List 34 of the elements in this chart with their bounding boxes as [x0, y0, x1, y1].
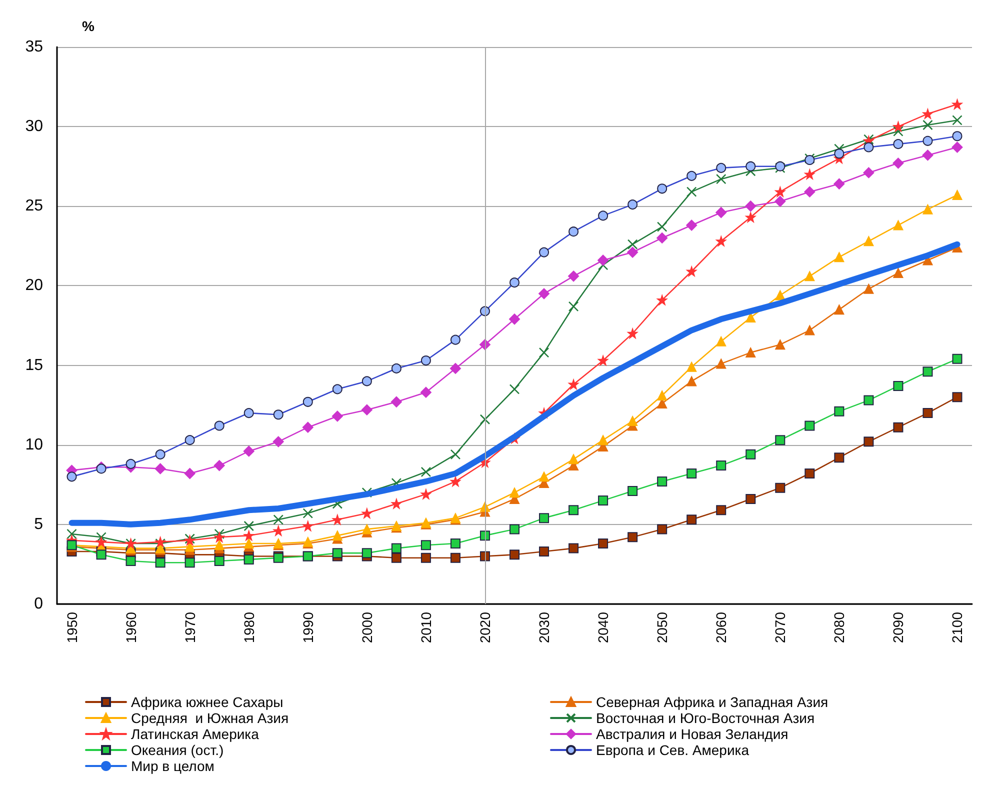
- x-tick-label: 1970: [182, 612, 198, 644]
- y-tick-label: 5: [34, 516, 44, 533]
- legend-label: Австралия и Новая Зеландия: [596, 726, 788, 742]
- x-tick-label: 1990: [300, 612, 316, 644]
- legend-label: Латинская Америка: [131, 726, 260, 742]
- y-tick-label: 20: [25, 277, 44, 294]
- x-tick-label: 1960: [122, 612, 139, 644]
- y-tick-label: 0: [34, 596, 44, 612]
- x-tick-label: 1950: [64, 612, 80, 644]
- legend-label: Африка южнее Сахары: [131, 694, 284, 710]
- x-tick-label: 2020: [476, 612, 493, 644]
- x-tick-label: 1980: [240, 612, 257, 644]
- x-tick-label: 2060: [713, 612, 730, 644]
- x-tick-label: 2030: [536, 612, 552, 644]
- legend-label: Северная Африка и Западная Азия: [596, 694, 828, 710]
- x-tick-label: 2010: [418, 612, 434, 644]
- x-tick-label: 2040: [595, 612, 612, 644]
- x-tick-label: 2050: [654, 612, 670, 644]
- x-tick-label: 2100: [949, 612, 966, 644]
- legend-label: Средняя и Южная Азия: [131, 710, 289, 726]
- x-tick-label: 2080: [831, 612, 848, 644]
- y-tick-label: 30: [25, 118, 44, 136]
- y-tick-label: 15: [25, 356, 44, 374]
- legend-label: Восточная и Юго-Восточная Азия: [596, 710, 815, 726]
- y-tick-label: 10: [25, 436, 44, 454]
- x-tick-label: 2090: [890, 612, 906, 644]
- y-tick-label: 35: [25, 38, 44, 56]
- x-tick-label: 2000: [358, 612, 375, 644]
- y-tick-label: 25: [25, 198, 44, 215]
- y-axis-title: %: [82, 18, 95, 34]
- legend-label: Мир в целом: [131, 758, 214, 774]
- legend-label: Европа и Сев. Америка: [596, 742, 750, 758]
- legend-label: Океания (ост.): [131, 742, 224, 758]
- x-tick-label: 2070: [772, 612, 788, 644]
